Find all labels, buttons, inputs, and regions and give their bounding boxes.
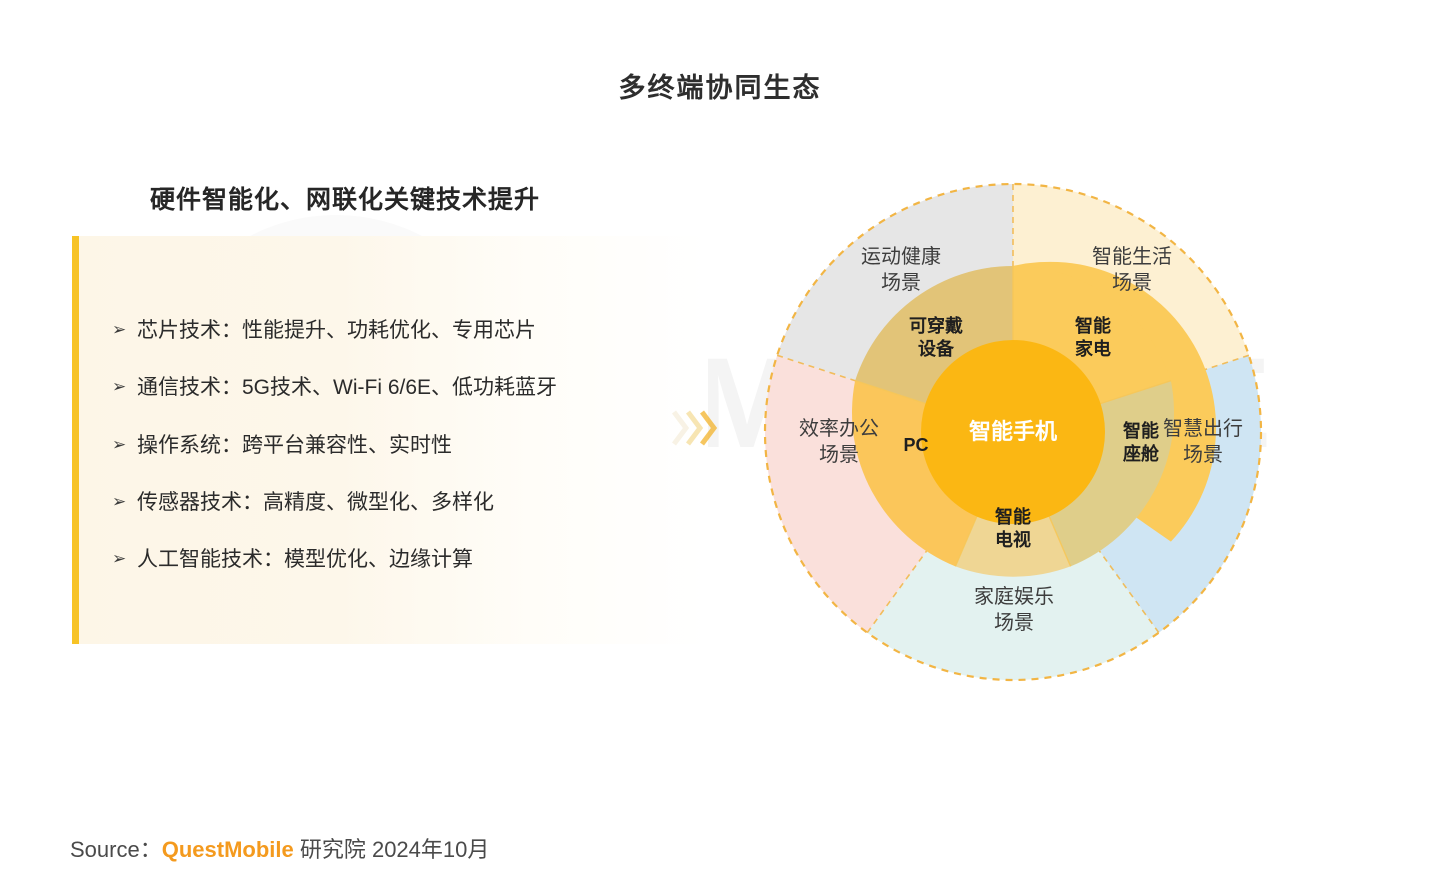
list-item-label: 芯片技术：性能提升、功耗优化、专用芯片 bbox=[137, 319, 536, 342]
ecosystem-donut-chart: 智能手机 智能 家电 智能 座舱 智能 电视 PC 可穿戴 设备 智能生活 场景… bbox=[753, 172, 1273, 692]
source-brand: QuestMobile bbox=[161, 837, 294, 862]
arrow-bullet-icon: ➢ bbox=[112, 434, 127, 454]
arrow-bullet-icon: ➢ bbox=[112, 320, 127, 339]
list-item: ➢ 操作系统：跨平台兼容性、实时性 bbox=[112, 433, 672, 459]
chevron-right-icon bbox=[672, 410, 718, 446]
list-item: ➢ 传感器技术：高精度、微型化、多样化 bbox=[112, 490, 672, 516]
section-heading: 硬件智能化、网联化关键技术提升 bbox=[150, 186, 541, 214]
source-suffix: 研究院 2024年10月 bbox=[293, 837, 490, 862]
source-line: Source：QuestMobile 研究院 2024年10月 bbox=[70, 832, 489, 864]
donut-svg bbox=[763, 182, 1263, 682]
source-prefix: Source： bbox=[70, 837, 162, 862]
page-title: 多终端协同生态 bbox=[618, 73, 822, 103]
bullet-panel bbox=[72, 236, 708, 644]
center-core-circle bbox=[921, 340, 1105, 524]
arrow-bullet-icon: ➢ bbox=[112, 377, 127, 397]
list-item: ➢ 通信技术：5G技术、Wi-Fi 6/6E、低功耗蓝牙 bbox=[112, 375, 672, 401]
list-item: ➢ 人工智能技术：模型优化、边缘计算 bbox=[112, 547, 672, 573]
outer-ring-border bbox=[763, 182, 1263, 682]
list-item-label: 通信技术：5G技术、Wi-Fi 6/6E、低功耗蓝牙 bbox=[137, 376, 558, 400]
arrow-bullet-icon: ➢ bbox=[112, 549, 127, 568]
list-item-label: 操作系统：跨平台兼容性、实时性 bbox=[137, 433, 452, 457]
panel-accent-bar bbox=[72, 236, 79, 644]
list-item-label: 传感器技术：高精度、微型化、多样化 bbox=[137, 490, 494, 514]
arrow-bullet-icon: ➢ bbox=[112, 491, 127, 511]
list-item-label: 人工智能技术：模型优化、边缘计算 bbox=[137, 548, 473, 571]
bullet-list: ➢ 芯片技术：性能提升、功耗优化、专用芯片 ➢ 通信技术：5G技术、Wi-Fi … bbox=[112, 318, 672, 573]
list-item: ➢ 芯片技术：性能提升、功耗优化、专用芯片 bbox=[112, 318, 672, 344]
